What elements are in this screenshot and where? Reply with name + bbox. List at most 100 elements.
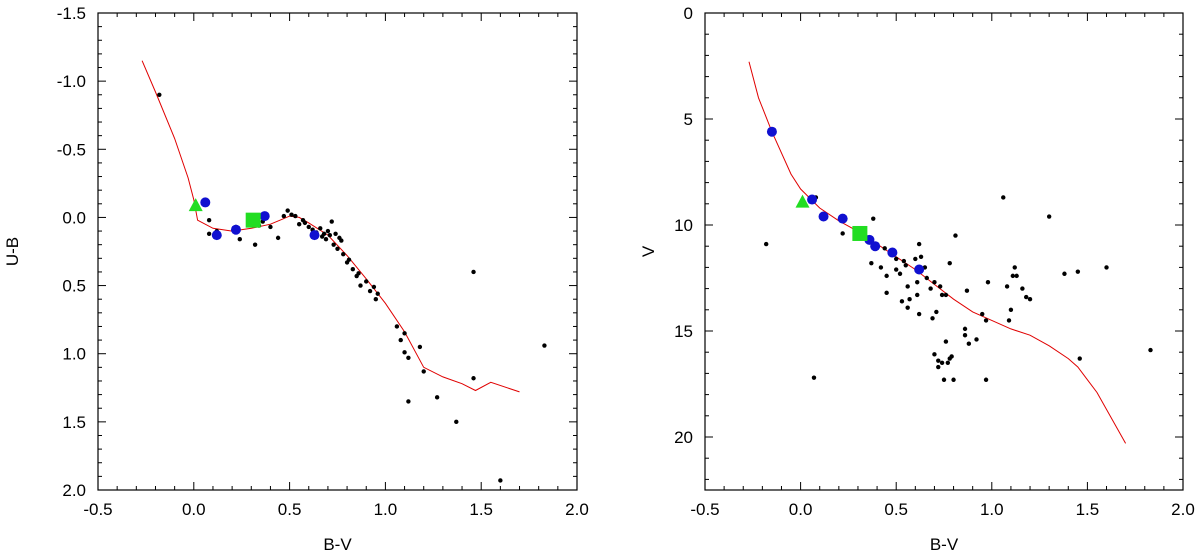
star-point <box>840 231 845 236</box>
star-point <box>949 354 954 359</box>
y-tick-label: 2.0 <box>62 481 86 500</box>
star-point <box>934 309 939 315</box>
star-point <box>434 395 440 400</box>
star-point <box>406 355 411 361</box>
star-point <box>916 241 922 247</box>
star-point <box>1027 297 1033 302</box>
star-point <box>318 226 323 231</box>
star-point <box>1046 214 1052 219</box>
star-point <box>275 235 281 241</box>
star-point <box>905 284 910 289</box>
blue-circle-point <box>870 241 881 252</box>
star-point <box>907 297 912 302</box>
blue-circle-point <box>200 197 211 208</box>
star-point <box>811 375 817 380</box>
blue-circle-point <box>807 194 818 205</box>
x-tick-label: 1.5 <box>1076 500 1100 519</box>
star-point <box>939 292 945 298</box>
green-square-point <box>245 212 261 228</box>
star-point <box>1004 284 1010 289</box>
plot-frame <box>704 12 1184 491</box>
x-axis-label: B-V <box>323 535 352 553</box>
star-point <box>471 376 476 381</box>
green-triangle-point <box>188 198 203 212</box>
star-point <box>367 288 373 294</box>
star-point <box>421 369 426 374</box>
star-point <box>936 364 941 370</box>
star-point <box>962 326 968 332</box>
star-point <box>237 237 242 242</box>
star-point <box>962 333 968 338</box>
plot-area <box>748 61 1153 444</box>
star-point <box>206 231 212 236</box>
y-tick-label: 1.0 <box>62 345 86 364</box>
x-tick-label: 2.0 <box>565 500 589 519</box>
x-tick-label: -0.5 <box>690 500 719 519</box>
star-point <box>1062 271 1067 276</box>
star-point <box>932 280 937 285</box>
star-point <box>932 352 937 357</box>
star-point <box>1014 273 1019 279</box>
star-point <box>157 92 162 97</box>
star-point <box>983 377 989 382</box>
star-point <box>333 231 338 236</box>
star-point <box>341 252 346 257</box>
star-point <box>901 258 907 264</box>
star-point <box>1104 265 1109 270</box>
star-point <box>945 360 951 365</box>
star-point <box>951 377 956 382</box>
star-point <box>394 324 400 329</box>
star-point <box>1008 307 1014 312</box>
star-point <box>1020 286 1025 291</box>
green-triangle-point <box>795 194 810 208</box>
star-point <box>899 299 905 304</box>
star-point <box>1006 318 1012 323</box>
star-point <box>1001 195 1006 200</box>
star-point <box>471 269 476 275</box>
star-point <box>966 341 972 346</box>
x-tick-label: 1.0 <box>980 500 1004 519</box>
star-point <box>953 233 958 238</box>
y-tick-label: 15 <box>674 322 693 341</box>
star-point <box>894 267 899 272</box>
star-point <box>331 242 336 247</box>
star-point <box>252 242 258 247</box>
star-point <box>398 337 403 343</box>
star-point <box>980 311 985 317</box>
star-point <box>763 241 769 247</box>
star-point <box>335 246 340 251</box>
star-point <box>268 224 273 230</box>
y-tick-label: 20 <box>674 428 693 447</box>
x-tick-label: 1.0 <box>374 500 398 519</box>
star-point <box>918 254 924 259</box>
y-tick-label: 10 <box>674 216 693 235</box>
star-point <box>937 284 943 289</box>
star-point <box>871 216 876 221</box>
star-point <box>402 331 407 336</box>
star-point <box>542 343 547 348</box>
star-point <box>936 358 941 363</box>
x-tick-label: -0.5 <box>83 500 112 519</box>
star-point <box>964 288 970 293</box>
star-point <box>894 256 899 262</box>
y-tick-label: -1.5 <box>57 4 86 23</box>
x-tick-label: 0.5 <box>278 500 302 519</box>
star-point <box>903 263 908 268</box>
star-point <box>285 208 290 213</box>
y-tick-label: 0.0 <box>62 208 86 227</box>
x-tick-label: 0.0 <box>182 500 206 519</box>
star-point <box>302 220 308 226</box>
star-point <box>974 337 979 342</box>
star-point <box>329 219 334 224</box>
star-point <box>1075 269 1081 274</box>
star-point <box>869 260 874 266</box>
star-point <box>1024 294 1029 300</box>
y-axis-label: U-B <box>3 237 22 266</box>
star-point <box>943 339 949 344</box>
star-point <box>306 224 311 230</box>
y-tick-label: 5 <box>684 110 693 129</box>
star-point <box>983 318 989 323</box>
plot-frame <box>97 12 578 491</box>
star-point <box>913 256 918 262</box>
